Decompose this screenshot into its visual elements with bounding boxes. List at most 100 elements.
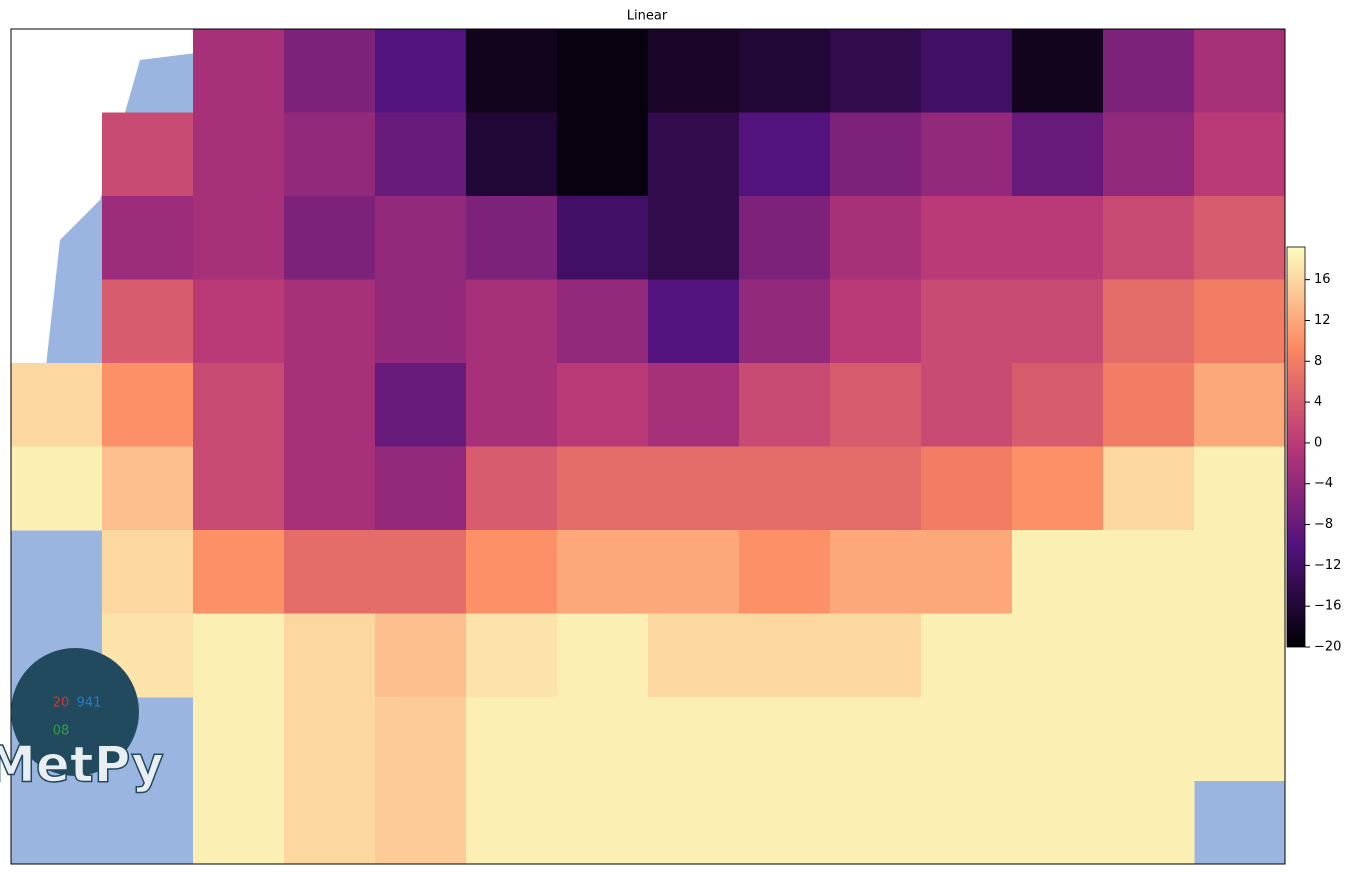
temperature-cell [1194, 196, 1286, 280]
temperature-cell [375, 112, 467, 197]
temperature-cell [102, 530, 194, 614]
temperature-cell [284, 29, 376, 113]
temperature-cell [193, 613, 285, 698]
temperature-cell [193, 363, 285, 447]
temperature-cell [648, 112, 740, 197]
temperature-cell [648, 363, 740, 447]
temperature-cell [557, 780, 649, 865]
temperature-cell [284, 530, 376, 614]
colorbar-tick-label: 4 [1314, 395, 1322, 410]
temperature-cell [1194, 363, 1286, 447]
colorbar-tick-label: −16 [1314, 599, 1341, 614]
temperature-cell [375, 780, 467, 865]
temperature-cell [921, 446, 1013, 531]
temperature-cell [1012, 363, 1104, 447]
temperature-cell [1194, 530, 1286, 614]
temperature-cell [11, 446, 103, 531]
logo-temp: 20 [53, 696, 70, 711]
temperature-cell [466, 613, 558, 698]
temperature-cell [1012, 530, 1104, 614]
temperature-cell [739, 29, 831, 113]
temperature-cell [284, 112, 376, 197]
temperature-cell [648, 613, 740, 698]
temperature-cell [284, 196, 376, 280]
temperature-cell [830, 530, 922, 614]
temperature-cell [830, 446, 922, 531]
temperature-cell [193, 196, 285, 280]
temperature-cell [466, 279, 558, 364]
temperature-cell [193, 697, 285, 781]
temperature-cell [921, 112, 1013, 197]
temperature-cell [830, 780, 922, 865]
colorbar-tick-label: −20 [1314, 640, 1341, 655]
temperature-cell [830, 29, 922, 113]
colorbar-tick-label: −12 [1314, 558, 1341, 573]
colorbar-tick-label: −4 [1314, 476, 1333, 491]
temperature-cell [1194, 279, 1286, 364]
temperature-cell [1103, 112, 1195, 197]
temperature-cell [375, 363, 467, 447]
temperature-cell [648, 279, 740, 364]
logo-globe [11, 648, 139, 776]
temperature-cell [830, 196, 922, 280]
temperature-cell [1103, 446, 1195, 531]
temperature-cell [102, 446, 194, 531]
temperature-cell [1194, 613, 1286, 698]
temperature-cell [921, 279, 1013, 364]
temperature-cell [557, 613, 649, 698]
temperature-cell [1103, 29, 1195, 113]
temperature-cell [102, 363, 194, 447]
temperature-cell [1012, 613, 1104, 698]
temperature-cell [1194, 29, 1286, 113]
temperature-cell [193, 279, 285, 364]
temperature-cell [1103, 363, 1195, 447]
temperature-cell [102, 196, 194, 280]
temperature-cell [921, 530, 1013, 614]
temperature-cell [1012, 446, 1104, 531]
temperature-cell [375, 446, 467, 531]
temperature-cell [466, 530, 558, 614]
temperature-cell [1012, 196, 1104, 280]
map-frame [10, 28, 1286, 865]
temperature-cell [375, 196, 467, 280]
temperature-cell [739, 112, 831, 197]
temperature-cell [466, 780, 558, 865]
temperature-cell [739, 780, 831, 865]
chart-title: Linear [627, 9, 668, 24]
temperature-cell [466, 112, 558, 197]
temperature-cell [1103, 279, 1195, 364]
temperature-cell [284, 446, 376, 531]
logo-dewpoint: 08 [53, 724, 70, 739]
temperature-cell [921, 363, 1013, 447]
temperature-cell [466, 29, 558, 113]
temperature-cell [739, 446, 831, 531]
temperature-cell [739, 363, 831, 447]
temperature-cell [1012, 112, 1104, 197]
temperature-cell [102, 279, 194, 364]
temperature-cell [1012, 279, 1104, 364]
temperature-cell [830, 279, 922, 364]
logo-pressure: 941 [77, 696, 102, 711]
temperature-cell [648, 780, 740, 865]
temperature-cell [1194, 697, 1286, 781]
temperature-cell [921, 780, 1013, 865]
temperature-cell [193, 29, 285, 113]
temperature-cell [557, 697, 649, 781]
temperature-cell [648, 530, 740, 614]
temperature-cell [375, 613, 467, 698]
temperature-cell [284, 780, 376, 865]
temperature-cell [739, 613, 831, 698]
colorbar-tick-label: −8 [1314, 517, 1333, 532]
temperature-cell [739, 530, 831, 614]
temperature-cell [648, 29, 740, 113]
temperature-cell [102, 112, 194, 197]
temperature-cell [830, 112, 922, 197]
temperature-cell [284, 363, 376, 447]
temperature-cell [1012, 697, 1104, 781]
temperature-cell [466, 196, 558, 280]
temperature-cell [557, 29, 649, 113]
temperature-cell [284, 613, 376, 698]
colorbar-tick-label: 8 [1314, 354, 1322, 369]
temperature-cell [830, 613, 922, 698]
